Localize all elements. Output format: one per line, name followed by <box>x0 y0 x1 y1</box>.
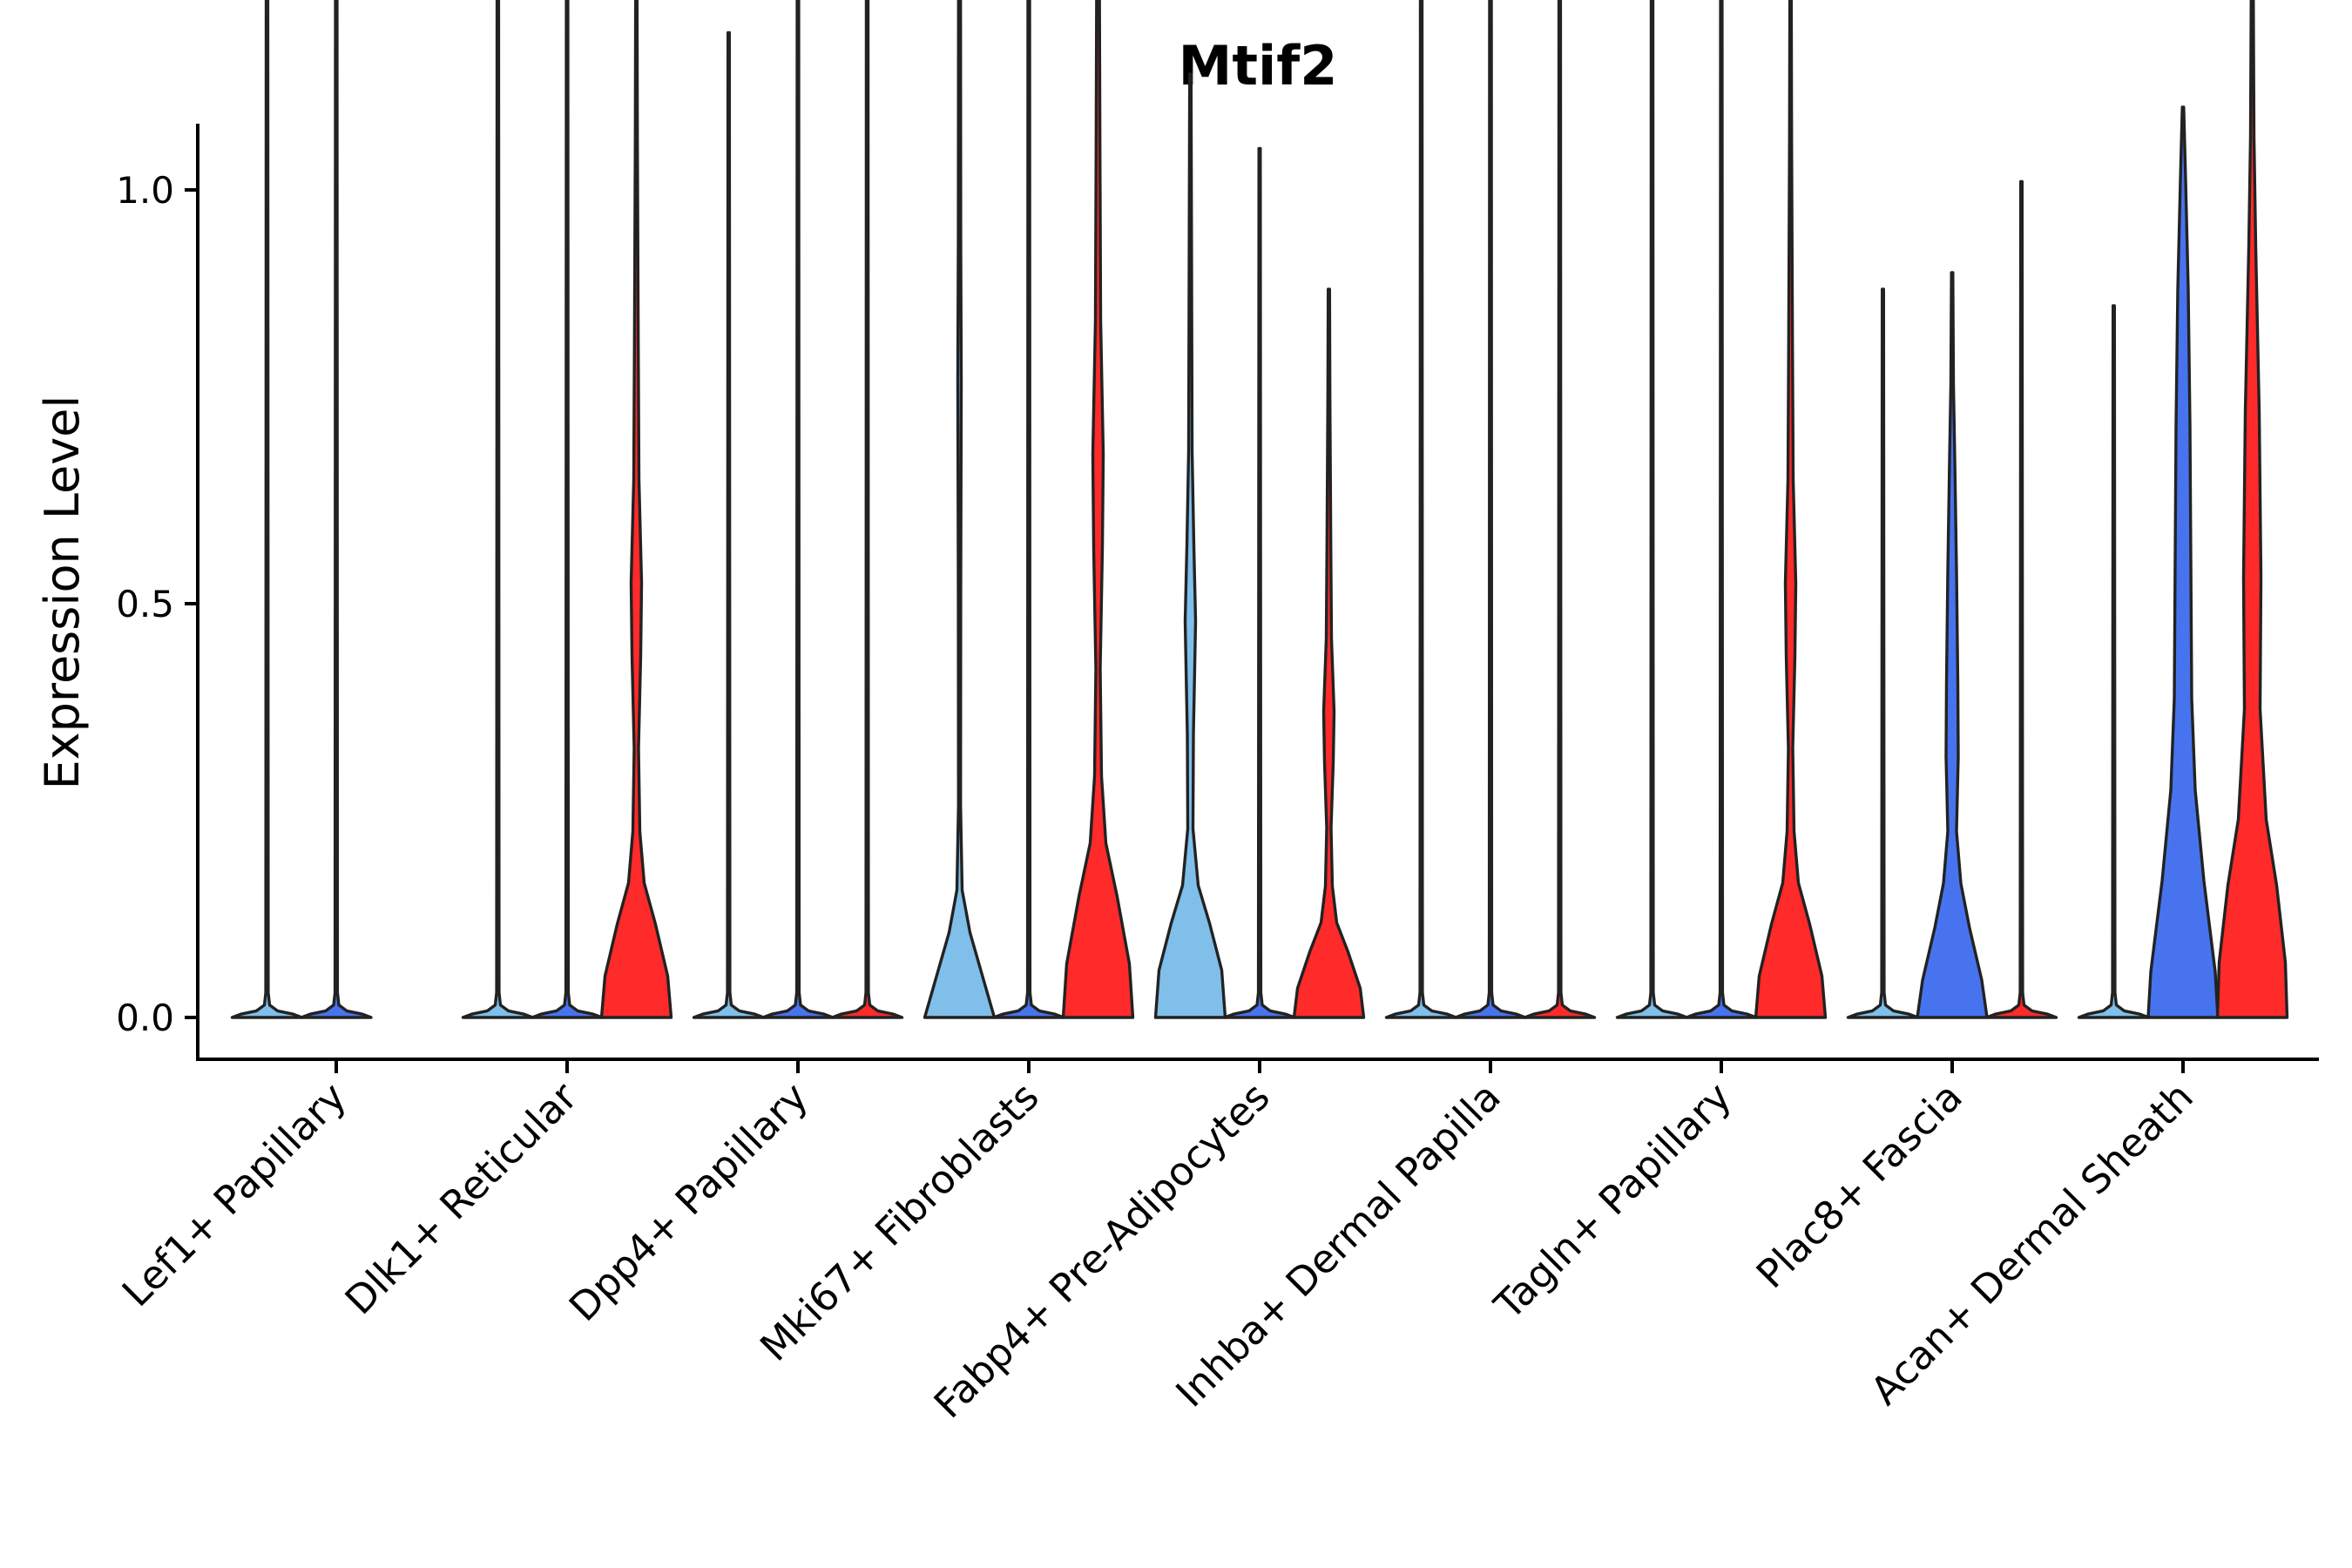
x-tick-label: Plac8+ Fascia <box>1747 1073 1971 1297</box>
y-axis-label: Expression Level <box>35 395 90 790</box>
violin-3-3 <box>830 0 904 1019</box>
violin-7-3 <box>1754 0 1828 1019</box>
violin-2-3 <box>599 0 673 1019</box>
violin-3-1 <box>692 30 766 1019</box>
violin-4-2 <box>992 0 1065 1019</box>
violin-8-1 <box>1846 287 1920 1019</box>
violin-6-2 <box>1454 0 1527 1019</box>
violin-1-2 <box>300 0 373 1019</box>
violin-9-2 <box>2146 105 2220 1019</box>
violin-6-3 <box>1523 0 1597 1019</box>
y-tick-label: 0.0 <box>116 997 174 1039</box>
x-tick-label: Lef1+ Papillary <box>113 1073 355 1315</box>
violin-3-2 <box>761 0 835 1019</box>
violin-7-2 <box>1685 0 1758 1019</box>
y-tick-label: 0.5 <box>116 583 174 625</box>
violin-2-1 <box>461 0 535 1019</box>
violin-9-1 <box>2077 304 2151 1019</box>
x-tick-label: Dpp4+ Papillary <box>560 1073 817 1330</box>
x-tick-label: Dlk1+ Reticular <box>336 1073 586 1323</box>
violin-6-1 <box>1384 0 1458 1019</box>
axes <box>196 124 2319 1061</box>
violin-2-2 <box>531 0 604 1019</box>
violin-4-3 <box>1061 0 1135 1019</box>
violin-5-3 <box>1292 287 1366 1019</box>
violin-group <box>230 0 2289 1019</box>
y-ticks: 0.00.51.01.52.0 <box>116 169 198 1039</box>
violin-8-2 <box>1916 271 1989 1019</box>
y-tick-label: 1.0 <box>116 169 174 212</box>
violin-8-3 <box>1984 179 2058 1019</box>
violin-9-3 <box>2215 0 2289 1019</box>
x-tick-label: Tagln+ Papillary <box>1485 1073 1740 1328</box>
violin-5-1 <box>1153 72 1227 1019</box>
violin-7-1 <box>1615 0 1689 1019</box>
chart-title: Mtif2 <box>1179 34 1338 98</box>
violin-1-1 <box>230 0 304 1019</box>
violin-4-1 <box>923 0 997 1019</box>
violin-5-2 <box>1223 146 1296 1019</box>
